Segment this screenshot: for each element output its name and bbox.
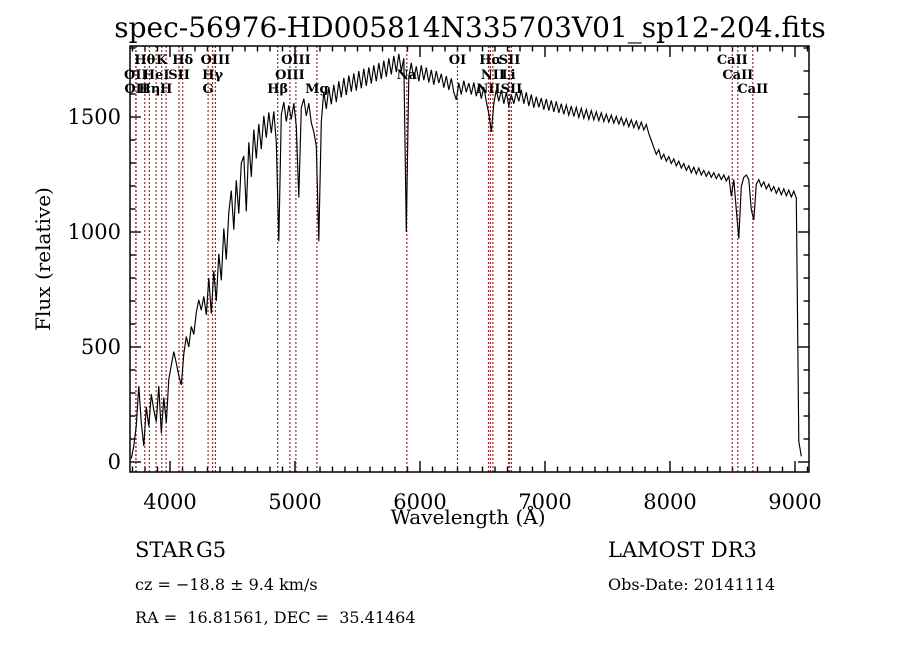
spectral-line-label-hα: Hα (479, 53, 501, 68)
y-axis-label: Flux (relative) (31, 187, 55, 331)
y-tick-label: 1500 (68, 105, 121, 129)
x-tick-label: 6000 (393, 490, 446, 514)
survey-release: LAMOST DR3 (608, 538, 757, 562)
spectral-line-label-hη: Hη (139, 82, 161, 97)
spectral-line-label-g: G (203, 82, 214, 97)
y-tick-label: 1000 (68, 220, 121, 244)
x-tick-label: 7000 (518, 490, 571, 514)
spectral-line-labels: OIIOIIHθHηHeIKHSIIHδGHγOIIIHβOIIIOIIIMgN… (124, 53, 768, 97)
spectral-line-label-oi: OI (449, 53, 466, 68)
spectral-line-label-oiii: OIII (201, 53, 231, 68)
radial-velocity: cz = −18.8 ± 9.4 km/s (135, 575, 318, 594)
spectral-line-label-hγ: Hγ (202, 68, 223, 83)
spectral-line-label-hδ: Hδ (172, 53, 193, 68)
x-tick-label: 9000 (768, 490, 821, 514)
spectrum-curve (130, 53, 802, 459)
x-tick-label: 4000 (143, 490, 196, 514)
spectral-line-label-h: H (160, 82, 172, 97)
plot-frame (129, 45, 810, 473)
spectral-line-label-caii: CaII (737, 82, 768, 97)
y-tick-label: 0 (108, 450, 121, 474)
observation-date: Obs-Date: 20141114 (608, 575, 775, 594)
spectral-line-label-oiii: OIII (275, 68, 305, 83)
spectral-line-label-oii: OII (124, 82, 148, 97)
x-tick-label: 8000 (643, 490, 696, 514)
x-tick-label: 5000 (268, 490, 321, 514)
object-class: STAR (135, 538, 194, 562)
spectral-line-label-oiii: OIII (281, 53, 311, 68)
spectral-line-label-nii: NII (481, 68, 505, 83)
plot-title: spec-56976-HD005814N335703V01_sp12-204.f… (114, 11, 826, 44)
spectral-line-label-k: K (156, 53, 168, 68)
spectral-line-label-mg: Mg (305, 82, 328, 97)
spectrum-curve-group (130, 53, 802, 459)
spectral-line-label-li: Li (501, 68, 515, 83)
object-subclass: G5 (196, 538, 226, 562)
x-axis-label: Wavelength (Å) (390, 504, 545, 529)
spectral-line-label-hei: HeI (143, 68, 170, 83)
axis-ticks: 4000 5000 6000 7000 8000 9000 0 500 1000 1500 (68, 46, 822, 514)
coordinates: RA = 16.81561, DEC = 35.41464 (135, 608, 416, 627)
spectral-line-label-oii: OII (124, 68, 148, 83)
spectral-line-label-sii: SII (499, 53, 521, 68)
y-tick-label: 500 (81, 335, 121, 359)
spectral-line-markers (135, 46, 754, 472)
spectral-line-label-caii: CaII (717, 53, 748, 68)
spectral-line-label-hβ: Hβ (267, 82, 288, 97)
spectral-line-label-hθ: Hθ (134, 53, 155, 68)
spectral-line-label-caii: CaII (722, 68, 753, 83)
spectral-line-label-sii: SII (168, 68, 190, 83)
